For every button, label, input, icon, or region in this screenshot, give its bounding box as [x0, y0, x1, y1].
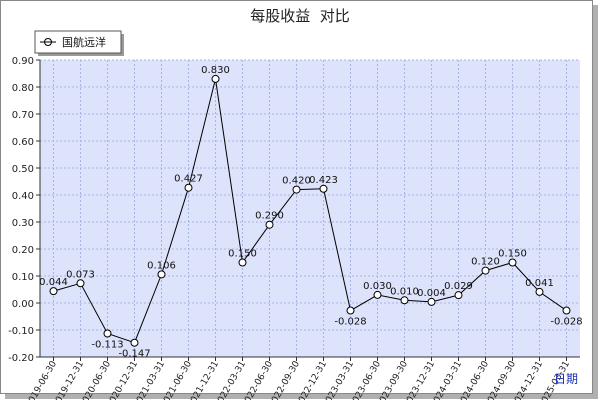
data-label: 0.423	[309, 175, 338, 186]
data-label: 0.120	[471, 257, 500, 268]
data-label: 0.073	[66, 269, 95, 280]
y-tick-label: -0.20	[8, 353, 34, 364]
y-tick-label: 0.50	[12, 164, 34, 175]
data-label: 0.830	[201, 65, 230, 76]
data-point	[157, 270, 166, 279]
legend-label: 国航远洋	[62, 35, 106, 49]
data-label: 0.044	[39, 277, 68, 288]
data-point	[130, 338, 139, 347]
series-line	[53, 78, 567, 344]
data-point	[400, 296, 409, 305]
data-point	[346, 306, 355, 315]
frame-shadow-bottom	[5, 394, 598, 399]
data-label: 0.010	[390, 286, 419, 297]
data-point	[103, 329, 112, 338]
legend-box	[34, 30, 122, 54]
data-point	[562, 306, 571, 315]
data-point	[49, 287, 58, 296]
data-label: -0.028	[334, 317, 366, 328]
data-point	[481, 266, 490, 275]
data-point	[373, 290, 382, 299]
chart-title: 每股收益 对比	[250, 7, 350, 25]
axes	[36, 59, 580, 361]
data-point	[535, 287, 544, 296]
y-tick-label: 0.00	[12, 299, 34, 310]
y-tick-label: 0.30	[12, 218, 34, 229]
data-label: 0.290	[255, 211, 284, 222]
data-label: 0.427	[174, 174, 203, 185]
data-point	[454, 291, 463, 300]
x-axis-title: 日期	[554, 372, 578, 386]
y-tick-label: 0.80	[12, 83, 34, 94]
data-label: 0.106	[147, 260, 176, 271]
data-point	[292, 185, 301, 194]
data-label: 0.420	[282, 176, 311, 187]
data-point	[319, 184, 328, 193]
data-label: 0.030	[363, 281, 392, 292]
plot-area	[40, 60, 580, 357]
data-label: 0.150	[228, 249, 257, 260]
legend-marker	[44, 38, 52, 46]
y-tick-label: -0.10	[8, 326, 34, 337]
data-label: 0.041	[525, 278, 554, 289]
data-point	[211, 74, 220, 83]
data-point	[184, 183, 193, 192]
frame-shadow-right	[593, 5, 598, 396]
y-tick-label: 0.40	[12, 191, 34, 202]
y-tick-label: 0.90	[12, 56, 34, 67]
y-tick-label: 0.20	[12, 245, 34, 256]
data-point	[427, 297, 436, 306]
y-tick-label: 0.70	[12, 110, 34, 121]
y-tick-label: 0.10	[12, 272, 34, 283]
legend: 国航远洋	[34, 30, 124, 56]
data-point	[265, 220, 274, 229]
data-label: 0.029	[444, 281, 473, 292]
data-label: 0.150	[498, 249, 527, 260]
data-points	[49, 74, 571, 347]
series-line-layer	[53, 78, 567, 344]
data-label: -0.028	[550, 317, 582, 328]
data-point	[238, 258, 247, 267]
y-tick-label: 0.60	[12, 137, 34, 148]
data-point	[76, 279, 85, 288]
data-point	[508, 258, 517, 267]
data-label: -0.147	[118, 349, 150, 360]
data-label: 0.004	[417, 288, 446, 299]
data-label: -0.113	[91, 340, 123, 351]
y-tick-labels: -0.20 -0.10 0.00 0.10 0.20 0.30 0.40 0.50 0.60 0.…	[8, 56, 34, 364]
